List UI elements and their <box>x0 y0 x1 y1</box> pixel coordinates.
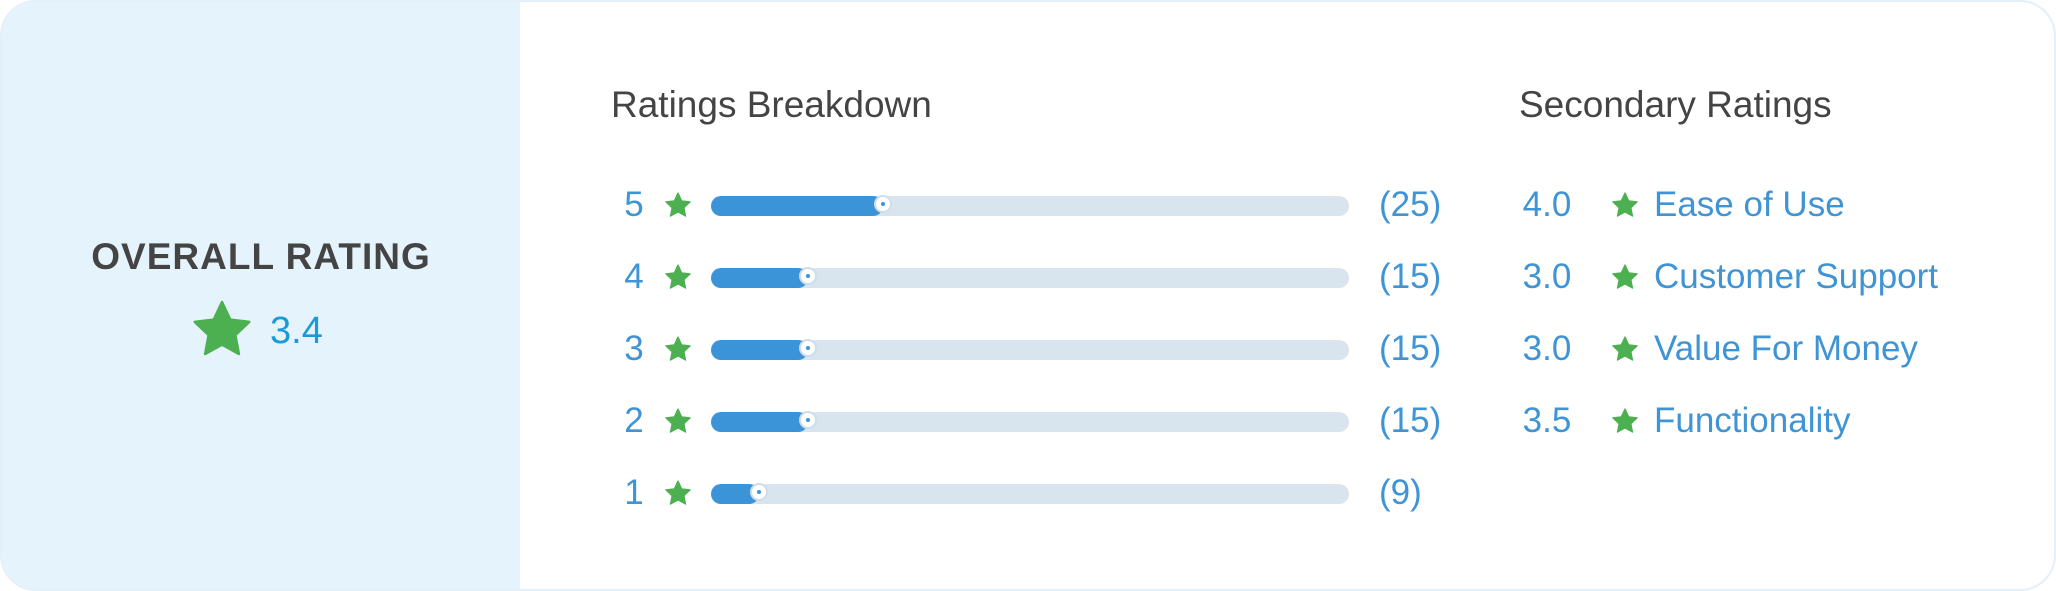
star-icon <box>1612 264 1638 289</box>
rating-bar-fill <box>711 268 808 288</box>
rating-row-count: (15) <box>1379 257 1442 296</box>
rating-bar-handle[interactable] <box>874 195 893 213</box>
rating-bar-handle[interactable] <box>798 411 817 429</box>
rating-row-count: (25) <box>1379 185 1442 224</box>
rating-bar-track <box>711 411 1349 432</box>
rating-bar-handle[interactable] <box>798 339 817 357</box>
rating-row-stars: 5 <box>624 185 644 224</box>
star-icon <box>1612 336 1638 361</box>
rating-row-stars: 3 <box>624 329 644 368</box>
rating-row-1[interactable]: 1 (9) <box>2 473 1502 513</box>
rating-row-2[interactable]: 2 (15) <box>2 401 1502 441</box>
secondary-rating-value: 3.5 <box>1522 401 1572 440</box>
rating-bar-track <box>711 195 1349 216</box>
rating-bar-track <box>711 339 1349 360</box>
secondary-rating-value-for-money[interactable]: 3.0 Value For Money <box>1517 329 2037 369</box>
overall-rating-title: OVERALL RATING <box>91 236 431 277</box>
secondary-rating-customer-support[interactable]: 3.0 Customer Support <box>1517 257 2037 297</box>
star-icon <box>1612 192 1638 217</box>
secondary-rating-value: 3.0 <box>1522 329 1572 368</box>
ratings-breakdown-title: Ratings Breakdown <box>611 84 932 125</box>
star-icon <box>665 480 691 505</box>
rating-row-stars: 4 <box>624 257 644 296</box>
rating-row-count: (15) <box>1379 329 1442 368</box>
rating-row-count: (9) <box>1379 473 1422 512</box>
rating-bar-handle[interactable] <box>798 267 817 285</box>
rating-bar-track <box>711 267 1349 288</box>
secondary-rating-value: 4.0 <box>1522 185 1572 224</box>
rating-row-count: (15) <box>1379 401 1442 440</box>
secondary-rating-value: 3.0 <box>1522 257 1572 296</box>
star-icon <box>193 300 251 356</box>
rating-row-5[interactable]: 5 (25) <box>2 185 1502 225</box>
rating-bar-fill <box>711 196 884 216</box>
rating-bar-handle[interactable] <box>749 483 768 501</box>
overall-rating-panel: OVERALL RATING 3.4 <box>2 2 520 589</box>
rating-bar-fill <box>711 340 808 360</box>
star-icon <box>665 408 691 433</box>
secondary-ratings-title: Secondary Ratings <box>1519 84 1832 125</box>
rating-bar-fill <box>711 412 808 432</box>
rating-row-stars: 2 <box>624 401 644 440</box>
rating-row-4[interactable]: 4 (15) <box>2 257 1502 297</box>
star-icon <box>665 192 691 217</box>
secondary-rating-functionality[interactable]: 3.5 Functionality <box>1517 401 2037 441</box>
rating-bar-fill <box>711 484 759 504</box>
star-icon <box>665 336 691 361</box>
rating-row-stars: 1 <box>624 473 644 512</box>
rating-row-3[interactable]: 3 (15) <box>2 329 1502 369</box>
secondary-rating-ease-of-use[interactable]: 4.0 Ease of Use <box>1517 185 2037 225</box>
rating-bar-track <box>711 483 1349 504</box>
secondary-rating-label[interactable]: Ease of Use <box>1654 185 1845 224</box>
secondary-rating-label[interactable]: Functionality <box>1654 401 1851 440</box>
overall-rating-value: 3.4 <box>270 310 323 352</box>
secondary-rating-label[interactable]: Customer Support <box>1654 257 1939 296</box>
star-icon <box>665 264 691 289</box>
star-icon <box>1612 408 1638 433</box>
secondary-rating-label[interactable]: Value For Money <box>1654 329 1918 368</box>
